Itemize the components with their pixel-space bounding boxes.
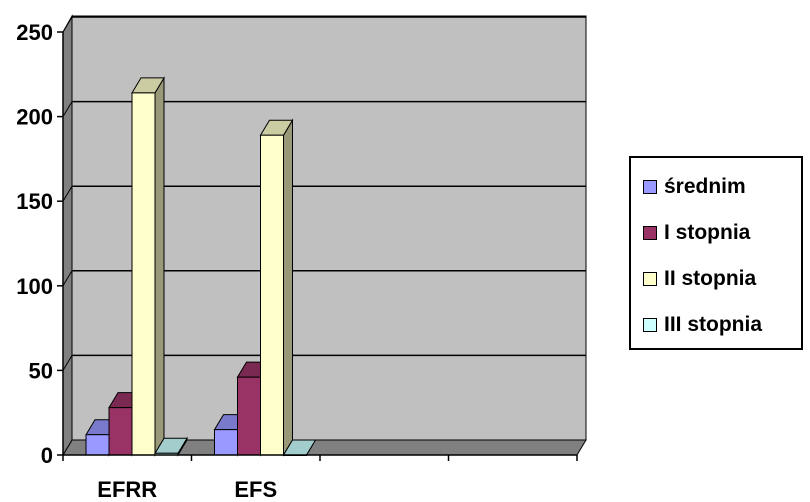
x-category-label: EFS [234, 477, 277, 502]
bar [131, 76, 165, 457]
bar [259, 118, 294, 457]
bar-front [85, 434, 110, 456]
legend: średnim I stopnia II stopnia III stopnia [629, 156, 803, 350]
y-tick-label: 200 [16, 105, 53, 130]
x-category-label: EFRR [97, 477, 157, 502]
x-axis-ticks: EFRR EFS [62, 455, 578, 502]
legend-swatch-srednim [643, 180, 657, 194]
legend-item-ii-stopnia: II stopnia [643, 264, 756, 294]
legend-swatch-iii-stopnia [643, 318, 657, 332]
legend-swatch-ii-stopnia [643, 272, 657, 286]
y-tick-label: 250 [16, 20, 53, 45]
legend-item-i-stopnia: I stopnia [643, 218, 750, 248]
bar-front [214, 429, 238, 456]
gridline-side [62, 101, 73, 117]
legend-label-iii-stopnia: III stopnia [664, 313, 763, 336]
legend-label-ii-stopnia: II stopnia [664, 267, 757, 290]
bar-front [237, 376, 261, 456]
gridline-side [62, 16, 73, 33]
plot-side-wall [62, 14, 73, 457]
y-tick-label: 0 [41, 443, 53, 468]
gridline-side [62, 185, 73, 202]
bar-side [283, 118, 293, 457]
legend-item-iii-stopnia: III stopnia [643, 310, 762, 340]
y-tick-label: 150 [16, 189, 53, 214]
bars [85, 76, 317, 457]
legend-item-srednim: średnim [643, 172, 746, 202]
legend-label-i-stopnia: I stopnia [664, 221, 751, 244]
bar-front [260, 134, 284, 456]
bar-side [154, 76, 165, 457]
legend-swatch-i-stopnia [643, 226, 657, 240]
legend-label-srednim: średnim [664, 175, 746, 198]
bar [154, 436, 188, 457]
bar-front [108, 407, 133, 456]
gridline-side [62, 270, 73, 287]
gridline-side [62, 355, 73, 371]
y-tick-label: 50 [29, 358, 53, 383]
y-axis-ticks: 0 50 100 150 200 250 [16, 20, 63, 468]
y-tick-label: 100 [16, 274, 53, 299]
bar-front [131, 92, 156, 456]
